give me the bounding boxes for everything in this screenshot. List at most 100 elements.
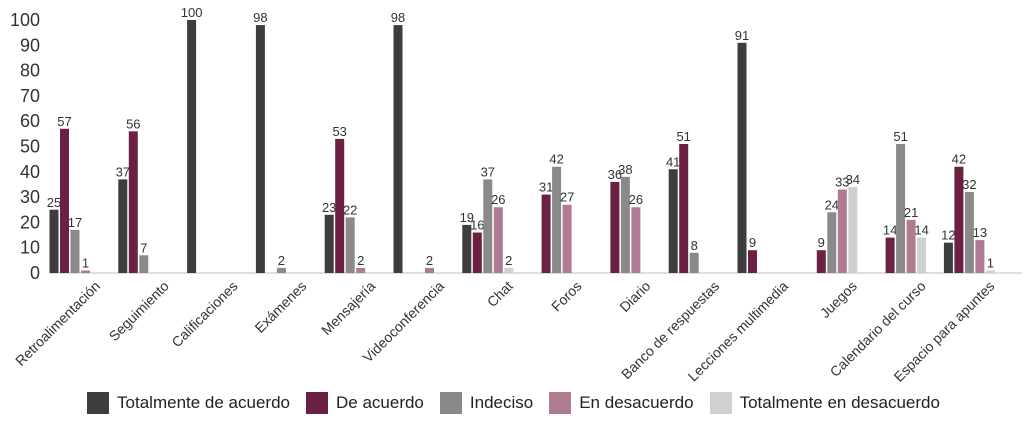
data-label: 14 xyxy=(914,223,928,238)
data-label: 23 xyxy=(322,200,336,215)
y-tick-label: 20 xyxy=(20,212,40,232)
data-label: 57 xyxy=(57,114,71,129)
bar xyxy=(425,267,434,273)
bar xyxy=(943,242,953,273)
legend-item: En desacuerdo xyxy=(549,392,694,414)
data-label: 12 xyxy=(941,228,955,243)
data-label: 25 xyxy=(47,195,61,210)
data-label: 19 xyxy=(460,210,474,225)
data-label: 26 xyxy=(491,192,505,207)
data-label: 51 xyxy=(676,129,690,144)
data-label: 13 xyxy=(973,225,987,240)
data-label: 26 xyxy=(629,192,643,207)
data-label: 8 xyxy=(691,238,698,253)
bar xyxy=(848,186,858,273)
bar xyxy=(668,169,678,273)
y-tick-label: 100 xyxy=(10,10,40,30)
bar xyxy=(610,181,620,273)
category-label: Juegos xyxy=(817,278,860,321)
legend-item: Totalmente en desacuerdo xyxy=(709,392,940,414)
bar xyxy=(885,237,895,273)
data-label: 37 xyxy=(116,164,130,179)
data-label: 33 xyxy=(835,175,849,190)
legend-label: En desacuerdo xyxy=(579,393,694,412)
bar xyxy=(70,229,80,273)
data-label: 91 xyxy=(735,28,749,43)
data-label: 14 xyxy=(883,223,897,238)
bar xyxy=(631,207,641,273)
data-label: 98 xyxy=(253,10,267,25)
bar xyxy=(472,232,482,273)
bar xyxy=(324,214,334,273)
legend-label: De acuerdo xyxy=(336,393,424,412)
data-label: 51 xyxy=(893,129,907,144)
y-tick-label: 50 xyxy=(20,137,40,157)
bar xyxy=(139,255,149,273)
category-label: Chat xyxy=(484,278,516,310)
data-label: 7 xyxy=(140,240,147,255)
legend-label: Indeciso xyxy=(469,393,534,412)
legend-swatch xyxy=(306,392,328,414)
data-label: 27 xyxy=(560,190,574,205)
bar xyxy=(504,267,514,273)
bar xyxy=(81,270,90,273)
chart-svg: 01020304050607080901002557171Retroalimen… xyxy=(10,5,1022,385)
legend-swatch xyxy=(439,392,462,414)
bar xyxy=(118,179,128,273)
data-label: 21 xyxy=(904,205,918,220)
data-label: 36 xyxy=(608,167,622,182)
y-tick-label: 80 xyxy=(20,61,40,81)
data-label: 98 xyxy=(391,10,405,25)
bar xyxy=(896,143,906,273)
category-label: Foros xyxy=(548,278,585,315)
data-label: 17 xyxy=(68,215,82,230)
bar xyxy=(255,25,265,274)
data-label: 34 xyxy=(846,172,860,187)
bar xyxy=(917,237,927,273)
bar xyxy=(975,240,985,273)
legend: Totalmente de acuerdo De acuerdo Indeciso E… xyxy=(0,392,1027,414)
y-tick-label: 70 xyxy=(20,86,40,106)
bar xyxy=(49,209,59,273)
data-label: 22 xyxy=(343,202,357,217)
legend-item: Totalmente de acuerdo xyxy=(87,392,290,414)
data-label: 56 xyxy=(126,116,140,131)
bar xyxy=(345,217,355,273)
category-label: Retroalimentación xyxy=(12,278,103,369)
data-label: 2 xyxy=(278,253,285,268)
y-tick-label: 30 xyxy=(20,187,40,207)
y-tick-label: 60 xyxy=(20,111,40,131)
y-tick-label: 90 xyxy=(20,35,40,55)
legend-swatch xyxy=(549,392,572,414)
bar xyxy=(964,192,974,273)
data-label: 42 xyxy=(549,152,563,167)
category-label: Diario xyxy=(616,278,653,315)
category-label: Calificaciones xyxy=(168,278,240,350)
data-label: 9 xyxy=(818,235,825,250)
legend-swatch xyxy=(87,392,110,414)
bar xyxy=(483,179,493,273)
bar xyxy=(356,267,366,273)
data-label: 2 xyxy=(357,253,364,268)
data-label: 53 xyxy=(332,124,346,139)
bar xyxy=(187,20,197,273)
legend-swatch xyxy=(709,392,732,414)
bar xyxy=(906,219,916,273)
bar xyxy=(393,25,403,274)
category-label: Mensajería xyxy=(318,278,378,338)
bar xyxy=(837,189,847,273)
bar xyxy=(816,250,826,273)
data-label: 42 xyxy=(952,152,966,167)
bar xyxy=(985,270,995,273)
bar xyxy=(562,204,572,273)
bar xyxy=(60,128,69,273)
y-tick-label: 10 xyxy=(20,238,40,258)
data-label: 38 xyxy=(618,162,632,177)
bar xyxy=(541,194,551,273)
bar xyxy=(335,138,345,273)
bar xyxy=(493,207,503,273)
data-label: 100 xyxy=(181,5,203,20)
data-label: 2 xyxy=(505,253,512,268)
y-tick-label: 0 xyxy=(30,263,40,283)
